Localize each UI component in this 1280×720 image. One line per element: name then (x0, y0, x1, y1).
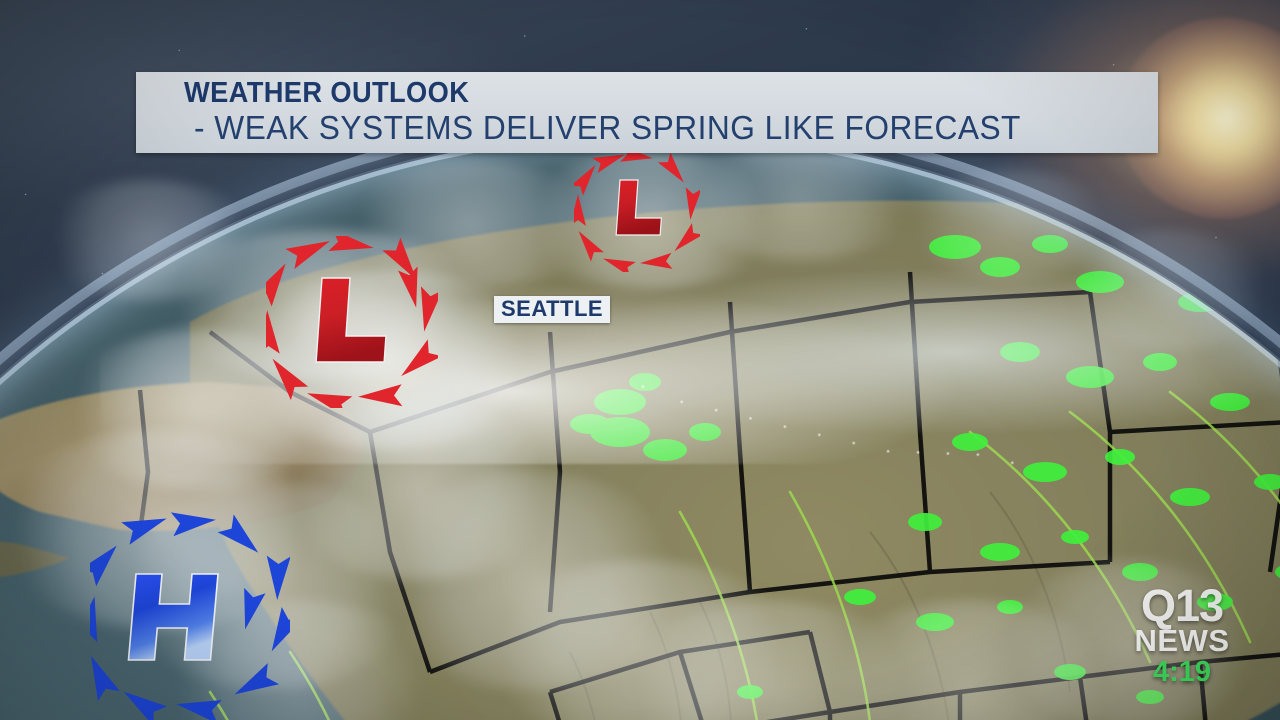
station-bug: Q13 NEWS 4:19 (1092, 580, 1272, 688)
banner-subtitle: - WEAK SYSTEMS DELIVER SPRING LIKE FOREC… (194, 109, 1021, 146)
pressure-system-low-british-columbia[interactable] (574, 148, 700, 272)
high-pressure-letter (127, 573, 219, 661)
station-callsign: Q13 (1140, 580, 1224, 631)
onscreen-clock: 4:19 (1152, 655, 1212, 688)
station-network-label: NEWS (1134, 622, 1230, 658)
low-rotation-arrows (266, 236, 438, 408)
title-banner: WEATHER OUTLOOK - WEAK SYSTEMS DELIVER S… (136, 72, 1158, 153)
banner-title: WEATHER OUTLOOK (184, 77, 470, 109)
high-rotation-arrows (90, 512, 290, 720)
low-pressure-letter (615, 179, 662, 236)
pressure-system-high-pacific[interactable] (90, 500, 290, 720)
pressure-system-low-gulf-of-alaska[interactable] (266, 236, 438, 408)
low-pressure-letter (315, 277, 387, 363)
city-label-seattle[interactable]: SEATTLE (494, 296, 611, 323)
